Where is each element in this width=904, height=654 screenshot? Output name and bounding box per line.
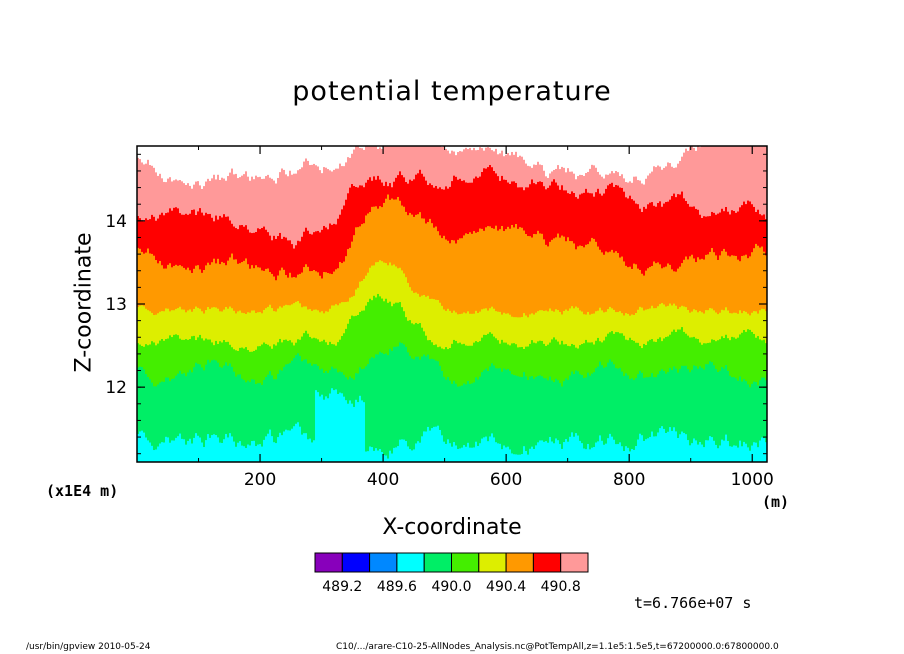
x-tick-label: 800 [613, 470, 645, 490]
colorbar-label: 490.8 [541, 579, 581, 595]
colorbar-swatch [451, 552, 480, 573]
colorbar-swatch [532, 552, 562, 573]
colorbar-label: 489.6 [377, 579, 417, 595]
colorbar-swatch [369, 552, 398, 573]
colorbar-swatch [314, 552, 343, 573]
colorbar-label: 490.0 [431, 579, 471, 595]
chart-title: potential temperature [292, 76, 612, 107]
colorbar-swatch [423, 552, 453, 573]
x-axis-label: X-coordinate [382, 515, 522, 540]
colorbar-swatch [341, 552, 371, 573]
x-tick-label: 200 [244, 470, 276, 490]
footer-right: C10/.../arare-C10-25-AllNodes_Analysis.n… [336, 642, 779, 652]
x-tick-label: 400 [367, 470, 399, 490]
footer-left: /usr/bin/gpview 2010-05-24 [26, 642, 151, 652]
colorbar: 489.2 489.6 490.0 490.4 490.8 [314, 552, 589, 595]
colorbar-swatch [396, 552, 425, 573]
y-tick-label: 13 [105, 295, 127, 315]
axes: 200 400 600 800 1000 12 13 14 [105, 146, 774, 490]
y-axis-unit: (x1E4 m) [46, 482, 119, 500]
x-tick-label: 600 [490, 470, 522, 490]
colorbar-swatch [505, 552, 534, 573]
colorbar-label: 489.2 [322, 579, 362, 595]
colorbar-swatch [560, 552, 589, 573]
y-tick-label: 14 [105, 212, 127, 232]
colorbar-label: 490.4 [486, 579, 526, 595]
x-axis-unit: (m) [762, 493, 790, 511]
contour-field [137, 146, 767, 462]
y-tick-label: 12 [105, 378, 127, 398]
colorbar-swatch [478, 552, 507, 573]
x-tick-label: 1000 [731, 470, 774, 490]
time-label: t=6.766e+07 s [634, 594, 752, 612]
